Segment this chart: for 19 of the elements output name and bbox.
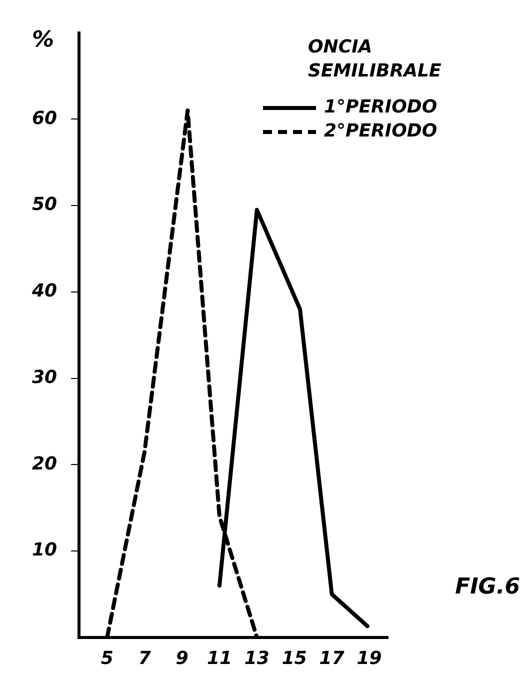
caption: FIG.6 xyxy=(455,574,520,600)
x-tick-label: 13 xyxy=(244,648,270,669)
y-tick-label: 50 xyxy=(32,194,58,216)
x-tick-label: 5 xyxy=(100,648,114,669)
legend-label: 2°PERIODO xyxy=(324,120,438,142)
y-tick-label: 60 xyxy=(32,108,58,129)
y-tick-label: 30 xyxy=(32,366,58,388)
legend-title: ONCIA SEMILIBRALE xyxy=(308,36,442,82)
x-tick-label: 19 xyxy=(356,648,382,669)
y-tick-label: 40 xyxy=(30,280,58,302)
legend-label: 1°PERIODO xyxy=(324,96,438,118)
x-tick-label: 15 xyxy=(282,648,307,669)
x-tick-label: 11 xyxy=(206,648,232,669)
y-tick-label: 20 xyxy=(32,453,58,474)
y-axis-title: % xyxy=(32,28,54,53)
x-tick-label: 17 xyxy=(319,648,345,669)
y-tick-label: 10 xyxy=(32,540,58,561)
x-tick-label: 7 xyxy=(138,648,152,669)
x-tick-label: 9 xyxy=(176,648,188,669)
